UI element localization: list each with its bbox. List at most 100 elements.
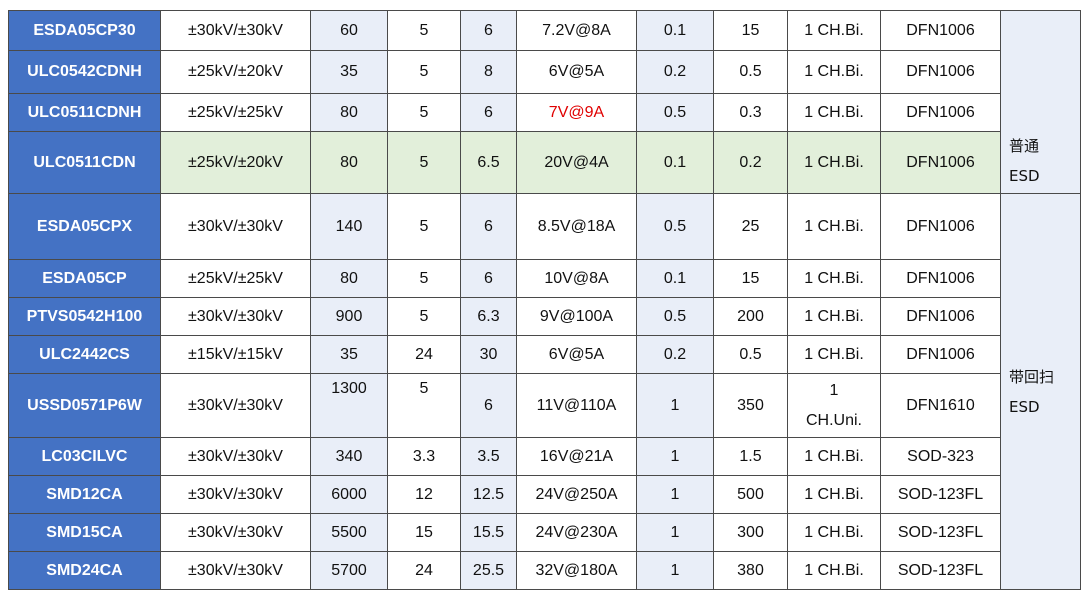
category-cell: 带回扫 ESD [1000,193,1081,590]
product-table: ESDA05CP30 ±30kV/±30kV 60 5 6 7.2V@8A 0.1 15 1 C… [8,10,1081,590]
table-row: PTVS0542H100 ±30kV/±30kV 900 5 6.3 9V@100A 0.5… [8,297,1081,336]
table-cell: 25 [713,193,788,260]
table-cell: ±30kV/±30kV [160,297,311,336]
table-row: SMD24CA ±30kV/±30kV 5700 24 25.5 32V@180A 1 380… [8,551,1081,590]
table-cell: 1 CH.Bi. [787,50,881,94]
table-cell: 8 [460,50,517,94]
table-cell: 140 [310,193,388,260]
table-cell: 380 [713,551,788,590]
part-number: ULC0542CDNH [8,50,161,94]
table-cell: 1 CH.Bi. [787,475,881,514]
table-cell: 6.3 [460,297,517,336]
table-cell: 1 CH.Bi. [787,551,881,590]
table-cell: 6 [460,373,517,438]
table-cell: SOD-323 [880,437,1001,476]
table-cell: 1 [636,373,714,438]
table-cell: 0.2 [713,131,788,194]
table-cell: 35 [310,335,388,374]
table-cell: ±25kV/±20kV [160,50,311,94]
table-cell: 32V@180A [516,551,637,590]
table-row: ESDA05CP ±25kV/±25kV 80 5 6 10V@8A 0.1 15 1 CH.B… [8,259,1081,298]
table-cell: ±25kV/±20kV [160,131,311,194]
table-cell: 6 [460,259,517,298]
table-cell: 7.2V@8A [516,10,637,51]
table-cell: 0.1 [636,259,714,298]
table-row: SMD15CA ±30kV/±30kV 5500 15 15.5 24V@230A 1 300… [8,513,1081,552]
part-number: SMD15CA [8,513,161,552]
table-cell: 5 [387,297,461,336]
table-cell: 5 [387,373,461,438]
table-cell: DFN1006 [880,335,1001,374]
table-cell: 300 [713,513,788,552]
table-cell: 24V@230A [516,513,637,552]
table-cell: ±30kV/±30kV [160,513,311,552]
table-cell: 3.3 [387,437,461,476]
table-cell: 1 CH.Uni. [787,373,881,438]
table-cell: 15 [713,259,788,298]
part-number: ULC0511CDNH [8,93,161,132]
table-cell: 6 [460,193,517,260]
table-cell: 1 [636,551,714,590]
table-cell: 350 [713,373,788,438]
table-cell: 5 [387,131,461,194]
table-cell: 1 CH.Bi. [787,437,881,476]
table-cell: 10V@8A [516,259,637,298]
table-row: USSD0571P6W ±30kV/±30kV 1300 5 6 11V@110A 1 350… [8,373,1081,438]
table-cell: 80 [310,131,388,194]
table-cell: 1 [636,437,714,476]
table-cell: ±30kV/±30kV [160,193,311,260]
table-cell: 0.5 [636,297,714,336]
category-label: ESD [1009,397,1040,416]
table-cell: 0.1 [636,10,714,51]
table-cell: 16V@21A [516,437,637,476]
part-number: ULC2442CS [8,335,161,374]
category-label: 带回扫 [1009,367,1055,386]
table-cell: 200 [713,297,788,336]
table-row: ULC2442CS ±15kV/±15kV 35 24 30 6V@5A 0.2 0.5 1 C… [8,335,1081,374]
table-cell: ±30kV/±30kV [160,551,311,590]
table-row: ESDA05CP30 ±30kV/±30kV 60 5 6 7.2V@8A 0.1 15 1 C… [8,10,1081,194]
table-cell: ±15kV/±15kV [160,335,311,374]
table-row: SMD12CA ±30kV/±30kV 6000 12 12.5 24V@250A 1 500… [8,475,1081,514]
part-number: USSD0571P6W [8,373,161,438]
table-row: ULC0542CDNH ±25kV/±20kV 35 5 8 6V@5A 0.2 0.5 1 C… [8,50,1081,94]
table-cell: 0.3 [713,93,788,132]
table-cell: SOD-123FL [880,513,1001,552]
table-cell: ±30kV/±30kV [160,475,311,514]
table-cell: 0.5 [636,193,714,260]
part-number: ESDA05CP30 [8,10,161,51]
table-cell: 7V@9A [516,93,637,132]
table-cell: 1 CH.Bi. [787,93,881,132]
table-cell: ±30kV/±30kV [160,10,311,51]
table-cell: 6V@5A [516,335,637,374]
table-cell: 6V@5A [516,50,637,94]
table-cell: 12 [387,475,461,514]
table-cell: DFN1006 [880,131,1001,194]
table-cell: 6 [460,10,517,51]
table-cell: 60 [310,10,388,51]
table-cell: 80 [310,93,388,132]
part-number: PTVS0542H100 [8,297,161,336]
table-cell: 0.1 [636,131,714,194]
table-cell: 30 [460,335,517,374]
table-cell: 8.5V@18A [516,193,637,260]
table-cell: 6 [460,93,517,132]
part-number: ESDA05CPX [8,193,161,260]
table-cell: 0.5 [713,335,788,374]
table-cell: 80 [310,259,388,298]
table-cell: 1 CH.Bi. [787,335,881,374]
table-cell: 11V@110A [516,373,637,438]
table-cell: 6000 [310,475,388,514]
category-label: 普通 [1009,137,1040,155]
table-cell: 24 [387,335,461,374]
table-cell: 5 [387,10,461,51]
table-cell: 1 [636,475,714,514]
table-cell: 0.2 [636,50,714,94]
part-number: ULC0511CDN [8,131,161,194]
table-cell: 24V@250A [516,475,637,514]
table-cell: 1 CH.Bi. [787,131,881,194]
table-cell: DFN1006 [880,10,1001,51]
table-cell: 3.5 [460,437,517,476]
table-cell: 15.5 [460,513,517,552]
